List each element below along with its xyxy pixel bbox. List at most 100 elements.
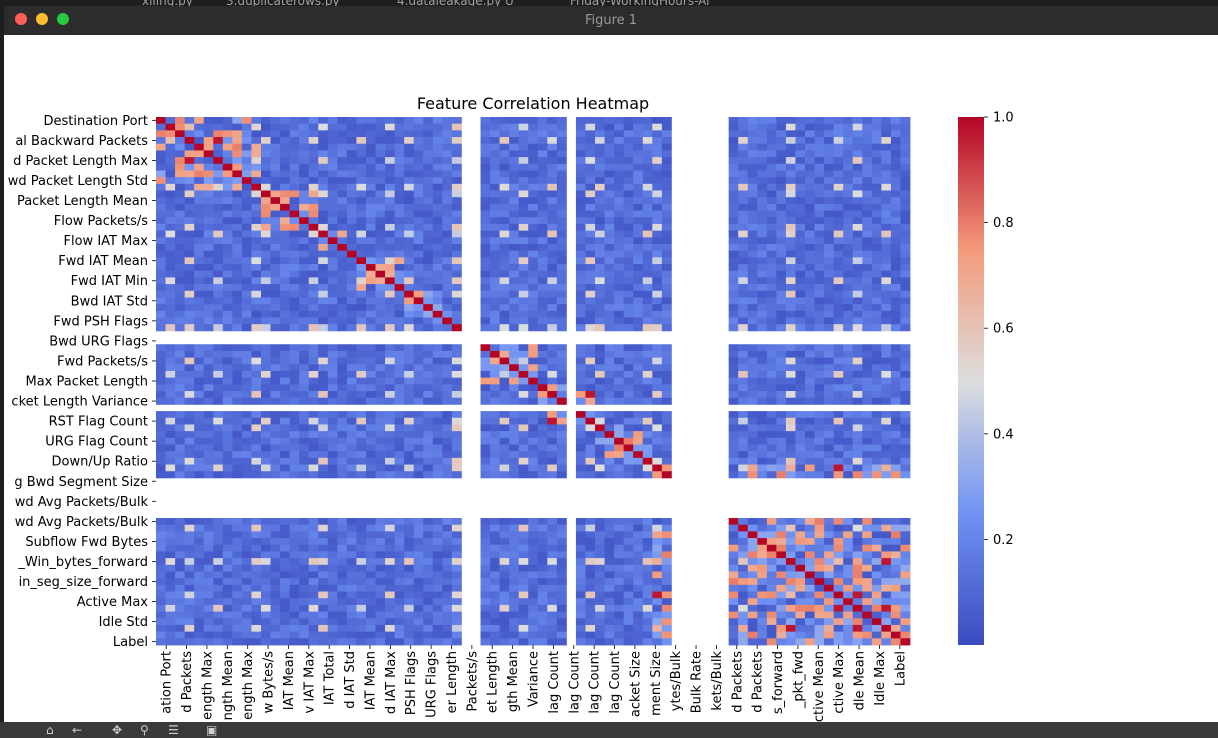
heatmap-cell <box>499 377 510 385</box>
row-tick-label: Flow Packets/s <box>54 214 148 229</box>
heatmap-cell <box>785 237 796 245</box>
heatmap-cell <box>394 431 405 439</box>
heatmap-cell <box>614 558 625 566</box>
heatmap-cell <box>814 571 825 579</box>
heatmap-cell <box>241 551 252 559</box>
heatmap-cell <box>661 611 672 619</box>
heatmap-cell <box>490 157 500 165</box>
heatmap-cell <box>785 243 796 252</box>
heatmap-cell <box>337 457 348 465</box>
heatmap-cell <box>642 538 653 546</box>
heatmap-cell <box>232 471 243 479</box>
heatmap-cell <box>299 524 310 532</box>
heatmap-cell <box>184 437 195 445</box>
heatmap-cell <box>547 284 558 292</box>
heatmap-cell <box>241 377 252 385</box>
heatmap-cell <box>260 578 271 586</box>
heatmap-cell <box>184 137 195 145</box>
heatmap-cell <box>499 130 510 138</box>
heatmap-cell <box>776 117 787 125</box>
heatmap-cell <box>785 518 796 526</box>
heatmap-cell <box>241 538 252 546</box>
heatmap-cell <box>556 290 567 298</box>
heatmap-cell <box>308 350 319 358</box>
heatmap-cell <box>614 190 625 198</box>
heatmap-cell <box>642 137 653 145</box>
maximize-button[interactable] <box>57 13 69 25</box>
heatmap-cell <box>270 638 281 646</box>
heatmap-cell <box>833 457 844 465</box>
heatmap-cell <box>165 638 176 646</box>
heatmap-cell <box>757 611 768 619</box>
heatmap-cell <box>337 604 348 612</box>
heatmap-cell <box>881 444 892 452</box>
tab-friday-workinghours[interactable]: Friday-WorkingHours-Af <box>570 0 711 8</box>
heatmap-cell <box>766 457 777 465</box>
heatmap-cell <box>785 344 796 352</box>
heatmap-cell <box>814 237 825 245</box>
heatmap-cell <box>652 217 663 225</box>
heatmap-cell <box>785 324 796 332</box>
heatmap-cell <box>175 304 186 312</box>
heatmap-cell <box>785 217 796 225</box>
tab-xlling[interactable]: xlling.py <box>142 0 193 8</box>
heatmap-cell <box>642 290 653 298</box>
heatmap-cell <box>365 310 376 318</box>
heatmap-cell <box>795 618 806 626</box>
heatmap-cell <box>499 618 510 626</box>
heatmap-cell <box>194 243 205 252</box>
tab-duplicaterows[interactable]: 3.duplicaterows.py <box>226 0 340 8</box>
heatmap-cell <box>528 377 539 385</box>
heatmap-cell <box>824 424 835 432</box>
heatmap-cell <box>528 210 539 218</box>
heatmap-cell <box>814 578 825 586</box>
heatmap-cell <box>661 264 672 272</box>
heatmap-cell <box>337 197 348 205</box>
heatmap-cell <box>413 150 424 158</box>
heatmap-cell <box>251 638 262 646</box>
heatmap-cell <box>833 638 844 646</box>
heatmap-cell <box>871 364 882 372</box>
heatmap-cell <box>652 304 663 312</box>
heatmap-cell <box>852 257 863 265</box>
heatmap-cell <box>394 558 405 566</box>
close-button[interactable] <box>15 13 27 25</box>
heatmap-cell <box>890 183 901 191</box>
heatmap-cell <box>156 290 166 298</box>
heatmap-cell <box>862 538 873 546</box>
heatmap-cell <box>251 183 262 191</box>
heatmap-cell <box>480 210 491 218</box>
heatmap-cell <box>795 464 806 472</box>
heatmap-cell <box>442 177 453 185</box>
heatmap-cell <box>184 250 195 258</box>
heatmap-cell <box>175 411 186 419</box>
heatmap-cell <box>833 377 844 385</box>
heatmap-cell <box>232 638 243 646</box>
heatmap-cell <box>833 364 844 372</box>
heatmap-cell <box>547 143 558 151</box>
heatmap-cell <box>747 243 758 252</box>
heatmap-cell <box>900 304 911 312</box>
heatmap-cell <box>595 317 605 325</box>
heatmap-cell <box>156 297 166 305</box>
heatmap-cell <box>595 638 605 646</box>
heatmap-cell <box>537 123 548 131</box>
tab-dataleakage[interactable]: 4.dataleakage.py U <box>397 0 514 8</box>
heatmap-cell <box>251 210 262 218</box>
heatmap-cell <box>871 357 882 365</box>
heatmap-cell <box>871 270 882 278</box>
heatmap-cell <box>175 150 186 158</box>
heatmap-cell <box>337 237 348 245</box>
heatmap-cell <box>595 344 605 352</box>
heatmap-cell <box>299 598 310 606</box>
minimize-button[interactable] <box>36 13 48 25</box>
heatmap-cell <box>318 544 329 552</box>
heatmap-cell <box>451 197 462 205</box>
heatmap-cell <box>814 210 825 218</box>
heatmap-cell <box>365 591 376 599</box>
heatmap-cell <box>241 170 252 178</box>
heatmap-cell <box>499 264 510 272</box>
heatmap-cell <box>480 177 491 185</box>
heatmap-cell <box>184 370 195 379</box>
heatmap-cell <box>327 364 338 372</box>
